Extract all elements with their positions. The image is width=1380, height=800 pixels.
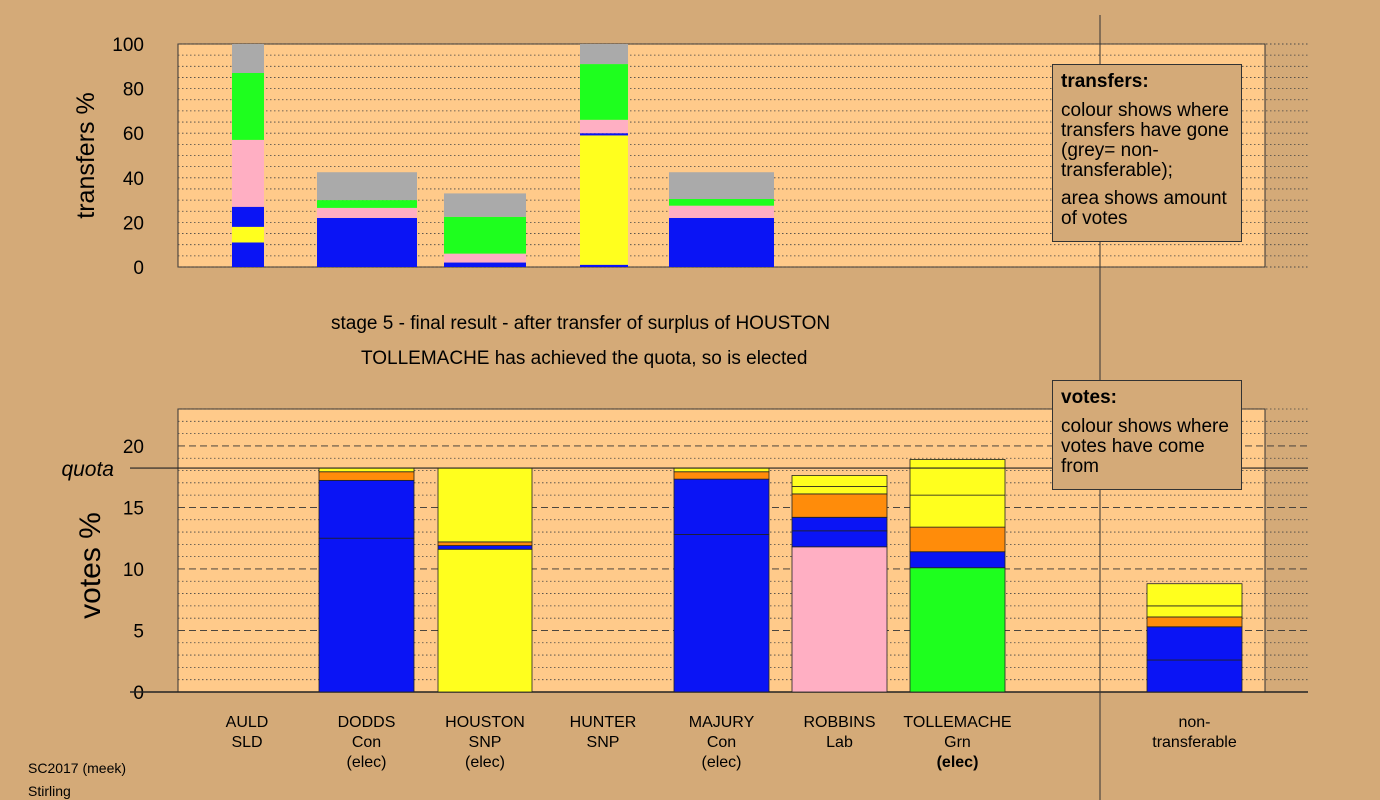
vote-bar-segment <box>791 475 888 487</box>
transfer-bar-segment <box>669 205 774 218</box>
vote-bar-segment <box>437 467 533 543</box>
candidate-label: Grn <box>944 734 971 751</box>
transfers-tick-label: 40 <box>123 169 144 190</box>
transfer-bar-segment <box>669 198 774 206</box>
transfer-bar-segment <box>317 200 417 208</box>
transfer-bar-segment <box>669 172 774 199</box>
vote-bar-segment <box>909 526 1006 553</box>
transfer-bar-segment <box>444 262 526 267</box>
transfer-bar-segment <box>580 135 628 265</box>
candidate-label: DODDS <box>338 714 396 731</box>
vote-bar-segment <box>1146 626 1243 661</box>
vote-bar-segment <box>791 486 888 495</box>
stage-caption: stage 5 - final result - after transfer … <box>331 313 831 334</box>
candidate-label: SNP <box>587 734 620 751</box>
vote-bar-segment <box>673 471 770 480</box>
vote-bar-segment <box>673 534 770 693</box>
transfers-tick-label: 60 <box>123 124 144 145</box>
vote-bar-segment <box>791 516 888 532</box>
vote-bar-segment <box>318 471 415 481</box>
transfer-bar-segment <box>444 193 526 217</box>
transfer-bar-segment <box>580 119 628 134</box>
candidate-label: Con <box>707 734 736 751</box>
candidate-label: AULD <box>226 714 269 731</box>
elected-caption: TOLLEMACHE has achieved the quota, so is… <box>361 348 808 369</box>
votes-y-axis-label: votes % <box>74 512 107 619</box>
transfer-bar-segment <box>317 217 417 267</box>
candidate-label: SLD <box>231 734 262 751</box>
candidate-label: HUNTER <box>570 714 637 731</box>
transfer-bar-segment <box>580 64 628 120</box>
votes-legend-title: votes: <box>1061 387 1117 408</box>
vote-bar-segment <box>1146 616 1243 628</box>
votes-tick-label: 0 <box>133 683 144 704</box>
vote-bar-segment <box>1146 659 1243 693</box>
transfer-bar-segment <box>232 72 264 140</box>
transfer-bar-segment <box>317 172 417 201</box>
transfer-bar-segment <box>444 216 526 254</box>
candidate-label: HOUSTON <box>445 714 525 731</box>
transfer-bar-segment <box>232 242 264 267</box>
votes-plot: 0 5 10 15 20 votes % AULD SLD DODDS Con (elec) HOUS… <box>61 408 1308 771</box>
vote-bar-segment <box>791 530 888 548</box>
vote-bar-segment <box>1146 583 1243 607</box>
footer-election: SC2017 (meek) <box>28 760 127 776</box>
vote-bar-segment <box>909 459 1006 496</box>
vote-bar-segment <box>1146 605 1243 618</box>
candidate-label: MAJURY <box>689 714 755 731</box>
vote-bar-segment <box>909 494 1006 528</box>
transfers-legend: transfers: colour shows where transfers … <box>1052 64 1242 242</box>
vote-bar-segment <box>437 541 533 546</box>
transfer-bar-segment <box>232 139 264 207</box>
vote-bar-segment <box>318 479 415 539</box>
candidate-label: (elec) <box>465 754 505 771</box>
candidate-label: (elec) <box>937 754 979 771</box>
vote-bar-segment <box>437 545 533 550</box>
candidate-label: non- <box>1178 714 1210 731</box>
transfers-y-axis-label: transfers % <box>72 92 100 218</box>
transfers-tick-label: 0 <box>133 258 144 279</box>
votes-tick-label: 5 <box>133 621 144 642</box>
votes-tick-label: 10 <box>123 560 144 581</box>
transfers-legend-title: transfers: <box>1061 71 1149 92</box>
vote-bar-segment <box>909 567 1006 693</box>
transfer-bar-segment <box>444 253 526 263</box>
transfer-bar-segment <box>232 226 264 243</box>
votes-tick-label: 20 <box>123 437 144 458</box>
votes-legend: votes: colour shows where votes have com… <box>1052 380 1242 490</box>
candidate-label: (elec) <box>701 754 741 771</box>
transfers-tick-label: 100 <box>112 35 144 56</box>
transfer-bar-segment <box>580 264 628 267</box>
transfer-bar-segment <box>317 207 417 218</box>
transfer-bar-segment <box>232 206 264 227</box>
candidate-label: SNP <box>469 734 502 751</box>
candidate-label: (elec) <box>346 754 386 771</box>
vote-bar-segment <box>791 493 888 518</box>
candidate-label: transferable <box>1152 734 1237 751</box>
votes-tick-label: 15 <box>123 498 144 519</box>
votes-legend-line1: colour shows where votes have come from <box>1061 416 1229 477</box>
quota-label: quota <box>61 458 114 481</box>
transfers-tick-label: 80 <box>123 80 144 101</box>
transfers-legend-line1: colour shows where transfers have gone (… <box>1061 100 1229 181</box>
vote-bar-segment <box>909 551 1006 569</box>
transfers-tick-label: 20 <box>123 213 144 234</box>
transfer-bar-segment <box>232 44 264 73</box>
vote-bar-segment <box>673 478 770 535</box>
candidate-label: Con <box>352 734 381 751</box>
footer-ward: Stirling <box>28 783 71 799</box>
transfer-bar-segment <box>669 217 774 267</box>
transfer-bar-segment <box>580 44 628 65</box>
vote-bar-segment <box>791 546 888 693</box>
candidate-label: TOLLEMACHE <box>903 714 1011 731</box>
candidate-label: Lab <box>826 734 853 751</box>
transfers-legend-line2: area shows amount of votes <box>1061 188 1227 229</box>
candidate-label: ROBBINS <box>803 714 875 731</box>
transfer-bar-segment <box>580 133 628 136</box>
vote-bar-segment <box>318 537 415 693</box>
vote-bar-segment <box>437 548 533 693</box>
